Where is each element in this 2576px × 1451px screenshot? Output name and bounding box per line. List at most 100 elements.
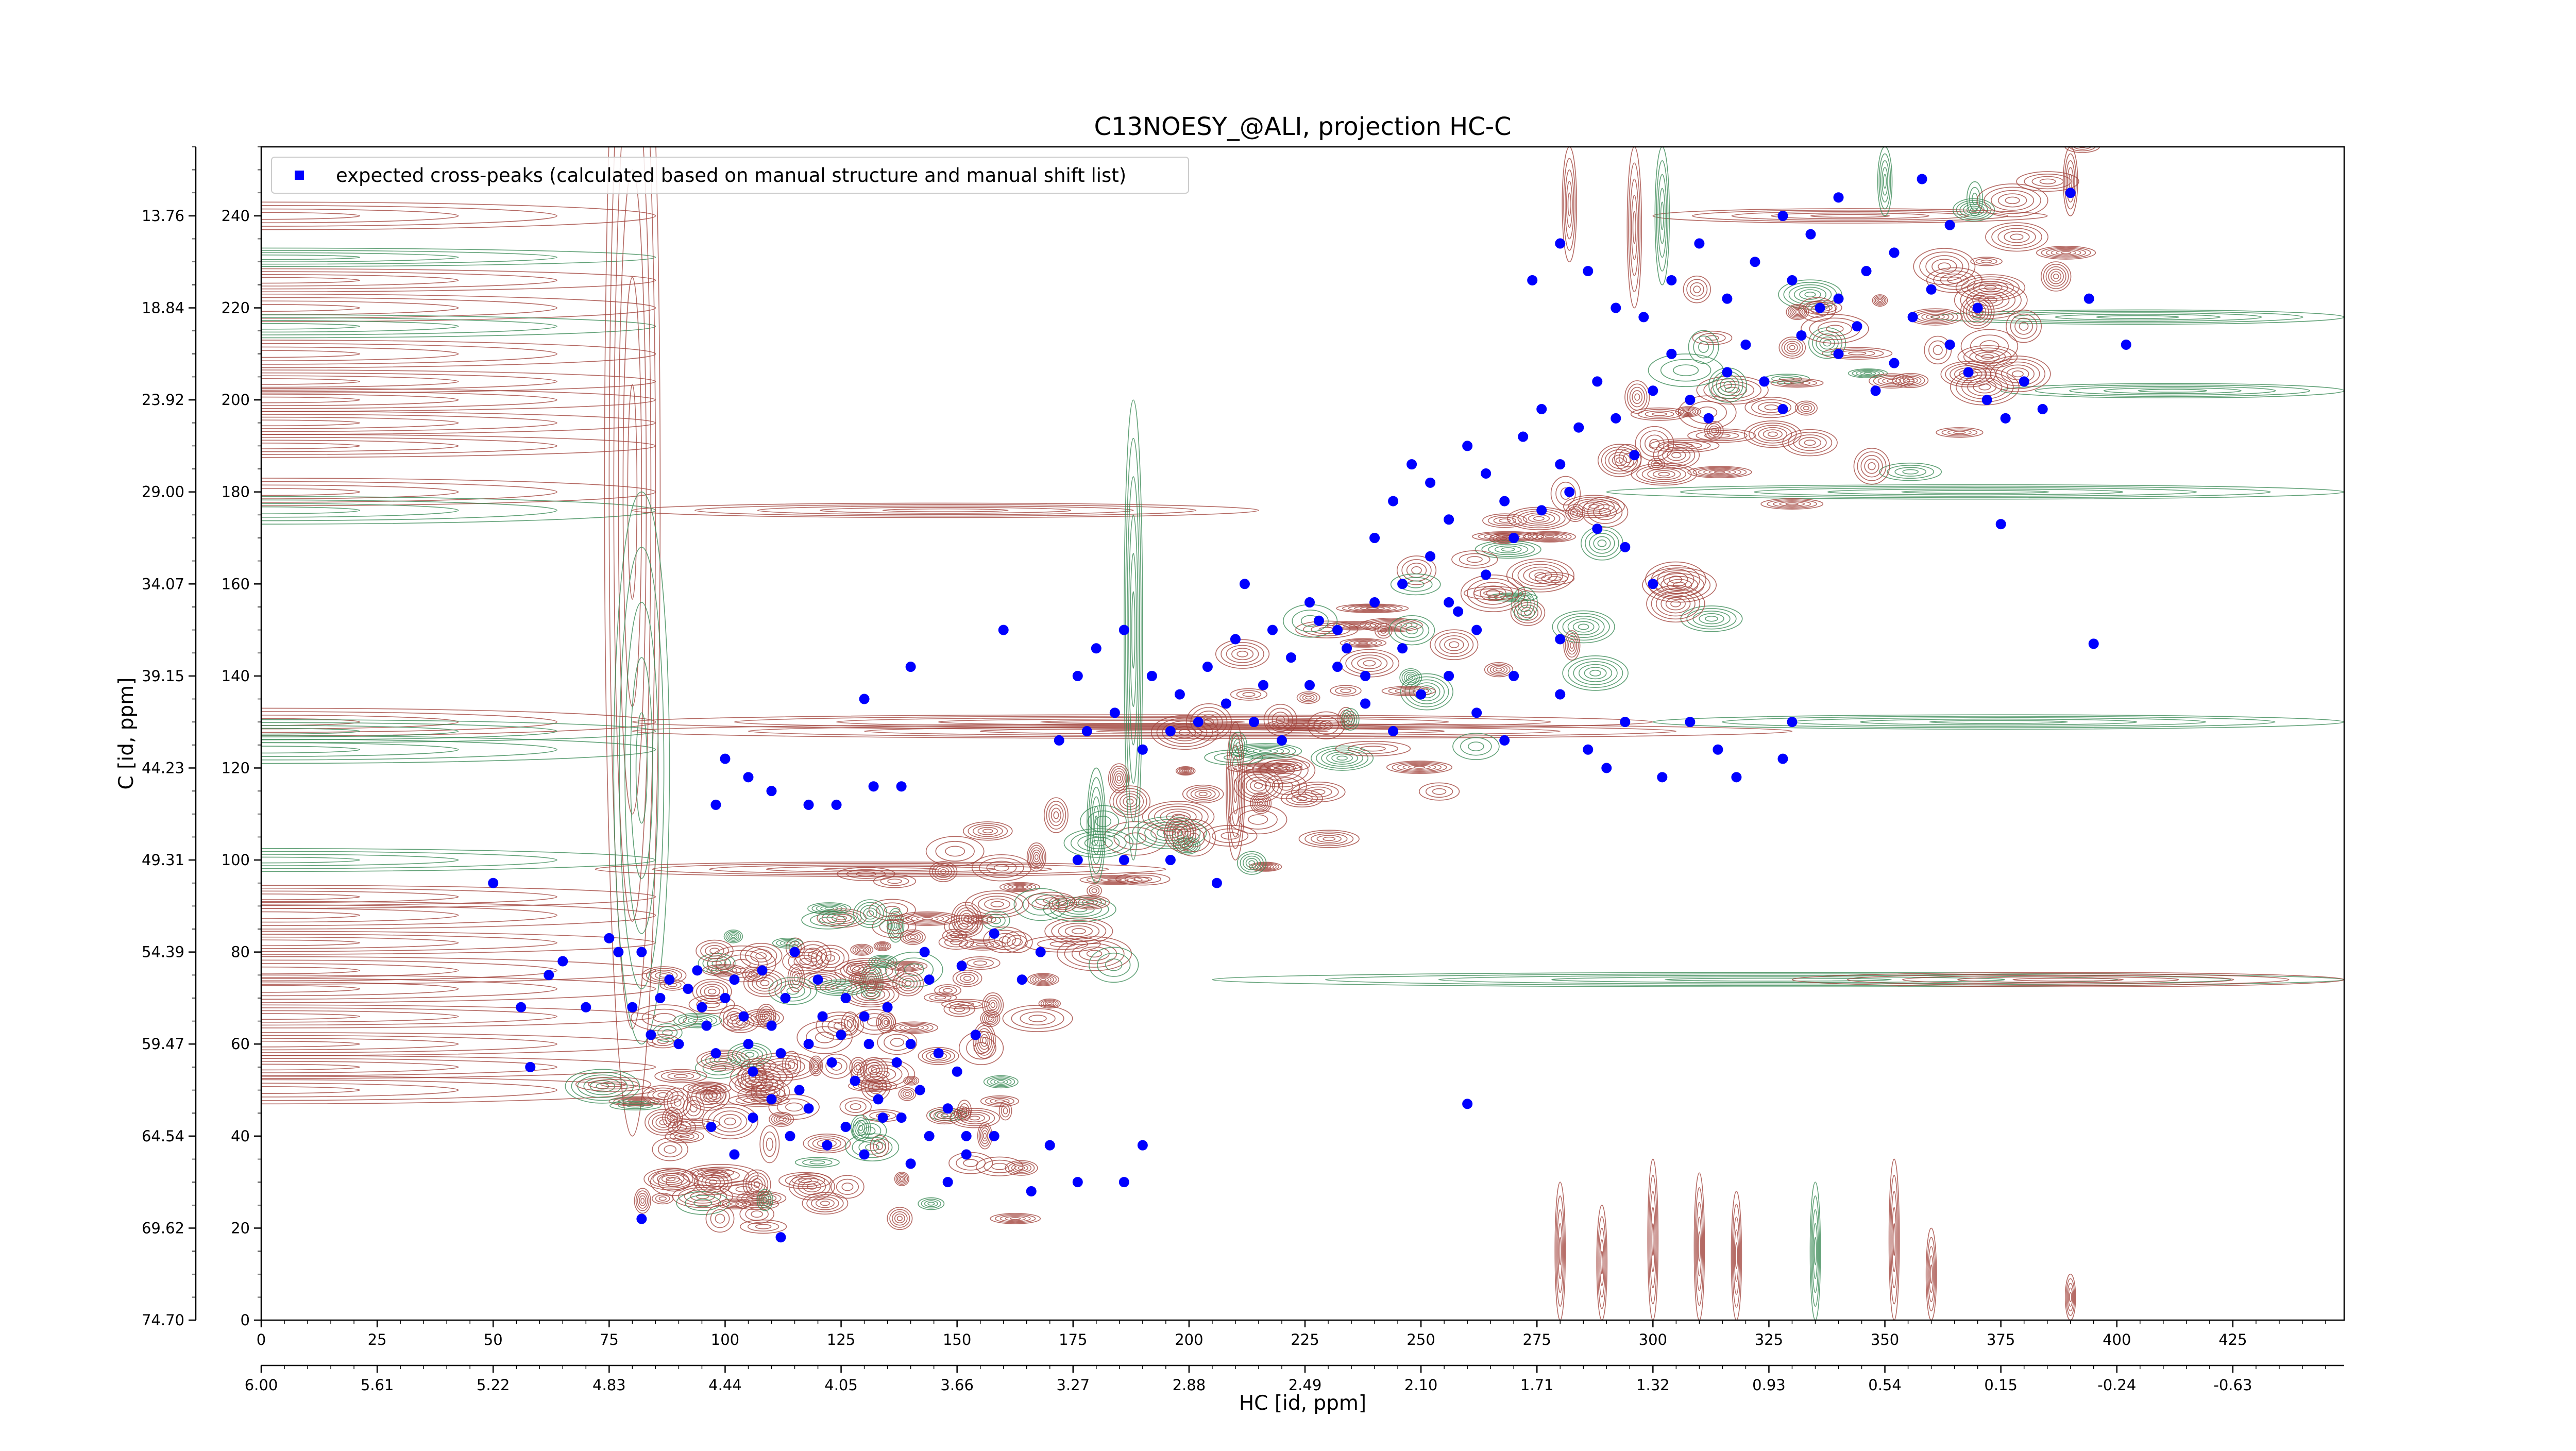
contour-blob	[701, 1051, 745, 1069]
contour-blob	[1635, 426, 1674, 462]
contour-blob	[642, 1085, 684, 1105]
contour-blob	[2060, 251, 2072, 255]
contour-ridge	[757, 505, 1134, 515]
contour-blob	[789, 967, 803, 989]
contour-blob	[1677, 395, 1737, 430]
contour-streak	[261, 887, 557, 906]
contour-streak	[261, 981, 459, 997]
contour-blob	[895, 973, 921, 994]
contour-blob	[894, 911, 960, 926]
data-point	[1444, 514, 1454, 525]
contour-blob	[876, 1070, 890, 1078]
contour-blob	[2014, 317, 2033, 335]
contour-blob	[2012, 370, 2024, 378]
contour-blob	[1267, 707, 1294, 732]
legend-marker	[295, 171, 304, 180]
contour-blob	[1499, 537, 1507, 541]
contour-blob	[1928, 340, 1947, 360]
data-point	[748, 1112, 758, 1123]
contour-blob	[667, 1091, 688, 1114]
contour-blob	[1975, 258, 1997, 265]
contour-blob	[1708, 425, 1719, 436]
contour-blob	[932, 863, 955, 880]
data-point	[1787, 275, 1798, 285]
contour-streak	[261, 208, 459, 224]
data-point	[710, 1048, 721, 1059]
contour-band	[604, 147, 661, 1137]
contour-blob	[1109, 785, 1151, 818]
contour-blob	[1047, 1002, 1053, 1005]
data-point	[683, 984, 693, 994]
contour-blob	[683, 1016, 713, 1025]
contour-blob	[2040, 261, 2072, 292]
contour-blob	[871, 1067, 877, 1073]
contour-blob	[1180, 768, 1191, 773]
contour-streak	[261, 1013, 361, 1020]
contour-blob	[1584, 667, 1607, 680]
contour-blob	[887, 879, 902, 884]
data-point	[1165, 855, 1176, 866]
y-tick-label: 0	[241, 1311, 250, 1329]
contour-blob	[973, 1042, 989, 1054]
contour-blob	[1248, 860, 1256, 866]
contour-blob	[1639, 430, 1670, 457]
secondary-x-tick-label: 4.44	[708, 1376, 742, 1394]
contour-blob	[1221, 642, 1264, 666]
contour-blob	[688, 1122, 705, 1126]
contour-blob	[685, 1195, 721, 1211]
contour-blob	[696, 1193, 709, 1200]
contour-blob	[801, 910, 855, 930]
contour-blob	[1568, 639, 1576, 652]
contour-blob	[1997, 193, 2027, 208]
contour-ridge	[2103, 387, 2242, 394]
contour-blob	[1583, 502, 1605, 511]
contour-blob	[1947, 276, 1962, 284]
contour-blob	[745, 946, 777, 966]
contour-streak	[261, 1010, 459, 1023]
contour-blob	[1523, 531, 1576, 543]
contour-blob	[702, 1103, 758, 1140]
contour-streak	[261, 277, 361, 284]
contour-blob	[2078, 147, 2087, 148]
contour-blob	[1790, 381, 1804, 385]
contour-streak	[261, 1086, 361, 1094]
contour-blob	[691, 1084, 726, 1108]
contour-spike	[1130, 552, 1137, 707]
data-point	[942, 1177, 953, 1188]
contour-ridge	[2138, 389, 2208, 393]
contour-streak	[261, 746, 361, 754]
contour-blob	[1567, 506, 1583, 520]
contour-streak	[261, 268, 656, 293]
contour-streak	[261, 719, 656, 744]
contour-blob	[850, 943, 874, 956]
contour-blob	[751, 1210, 763, 1218]
contour-blob	[760, 1194, 770, 1206]
data-point	[1481, 569, 1492, 580]
contour-blob	[1950, 368, 2020, 406]
data-point	[1081, 726, 1092, 737]
contour-blob	[909, 1079, 914, 1083]
contour-blob	[1483, 590, 1504, 596]
secondary-y-tick-label: 13.76	[142, 207, 184, 225]
contour-blob	[1406, 563, 1427, 578]
contour-blob	[873, 874, 917, 888]
data-point	[738, 1011, 749, 1022]
contour-blob	[704, 986, 720, 997]
contour-blob	[1046, 801, 1066, 830]
contour-spike	[2065, 1278, 2075, 1316]
contour-blob	[2006, 367, 2029, 380]
data-point	[1583, 266, 1594, 277]
contour-blob	[756, 977, 774, 989]
contour-blob	[724, 1117, 736, 1125]
contour-band	[613, 147, 652, 922]
data-point	[850, 1075, 860, 1086]
data-point	[1592, 524, 1603, 534]
contour-blob	[1566, 636, 1578, 655]
contour-blob	[1029, 974, 1057, 985]
contour-blob	[1466, 556, 1483, 563]
contour-blob	[1408, 675, 1414, 680]
contour-streak	[261, 1083, 459, 1098]
contour-spike	[1658, 188, 1666, 244]
contour-blob	[1239, 764, 1290, 772]
contour-blob	[2041, 247, 2091, 259]
